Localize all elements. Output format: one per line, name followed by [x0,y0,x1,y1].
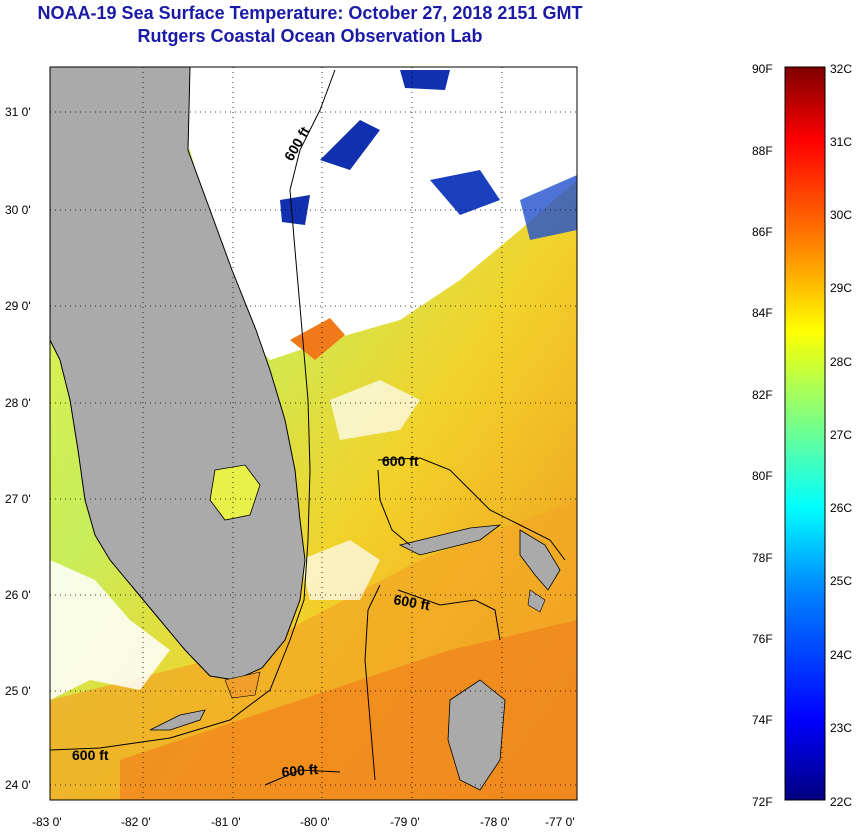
abaco-island [519,529,561,591]
grand-bahama-island [398,524,502,556]
contour-label: 600 ft [392,591,431,613]
celsius-label: 28C [830,355,852,369]
map-frame [49,66,578,801]
fahrenheit-label: 88F [752,144,773,158]
lat-tick-label: 26 0' [5,588,31,602]
lat-tick-label: 28 0' [5,396,31,410]
lon-tick-label: -79 0' [390,815,420,829]
depth-contours [50,69,566,786]
cloud-patch [330,380,420,440]
celsius-label: 25C [830,574,852,588]
graticule [50,67,577,800]
celsius-label: 27C [830,428,852,442]
colorbar-gradient [784,66,826,801]
cloud-patch [300,540,380,600]
fahrenheit-label: 78F [752,551,773,565]
celsius-label: 29C [830,281,852,295]
fahrenheit-label: 74F [752,713,773,727]
cold-patch [400,70,450,90]
florida-keys [149,709,206,731]
map-title: NOAA-19 Sea Surface Temperature: October… [37,3,583,23]
fahrenheit-label: 72F [752,795,773,809]
cloud-cover-north [50,67,577,360]
fahrenheit-label: 82F [752,388,773,402]
fahrenheit-label: 84F [752,306,773,320]
lon-tick-label: -78 0' [480,815,510,829]
fahrenheit-label: 86F [752,225,773,239]
latitude-axis: 31 0' 30 0' 29 0' 28 0' 27 0' 26 0' 25 0… [5,105,31,792]
celsius-label: 24C [830,648,852,662]
contour-600ft-bahamas-west [377,469,411,546]
celsius-label: 23C [830,721,852,735]
cold-patch [320,120,380,170]
longitude-axis: -83 0' -82 0' -81 0' -80 0' -79 0' -78 0… [32,815,575,829]
map-area [50,67,577,800]
contour-600ft-providence [397,589,501,641]
lon-tick-label: -77 0' [545,815,575,829]
temperature-colorbar: 90F 88F 86F 84F 82F 80F 78F 76F 74F 72F … [752,62,852,809]
lat-tick-label: 30 0' [5,203,31,217]
lat-tick-label: 25 0' [5,684,31,698]
andros-island [447,679,506,791]
contour-600ft-florida [50,69,336,751]
cold-patch [520,175,577,240]
lake-okeechobee [209,464,261,521]
lat-tick-label: 24 0' [5,778,31,792]
contour-600ft-cay-sal [364,584,381,781]
contour-label: 600 ft [72,747,109,763]
lon-tick-label: -81 0' [211,815,241,829]
celsius-scale: 32C 31C 30C 29C 28C 27C 26C 25C 24C 23C … [830,62,852,809]
contour-label: 600 ft [382,453,419,469]
lat-tick-label: 29 0' [5,299,31,313]
fahrenheit-label: 80F [752,469,773,483]
keys-shallow-water [224,671,261,699]
lon-tick-label: -80 0' [300,815,330,829]
fahrenheit-scale: 90F 88F 86F 84F 82F 80F 78F 76F 74F 72F [752,62,773,809]
celsius-label: 32C [830,62,852,76]
celsius-label: 22C [830,795,852,809]
florida-landmass [50,67,306,681]
lon-tick-label: -82 0' [121,815,151,829]
fahrenheit-label: 90F [752,62,773,76]
map-subtitle: Rutgers Coastal Ocean Observation Lab [137,26,483,46]
contour-600ft-bahamas-north [377,457,566,561]
small-island [527,589,546,613]
celsius-label: 26C [830,501,852,515]
cold-patch [430,170,500,215]
contour-label: 600 ft [281,761,319,780]
fahrenheit-label: 76F [752,632,773,646]
lat-tick-label: 31 0' [5,105,31,119]
celsius-label: 31C [830,135,852,149]
lon-tick-label: -83 0' [32,815,62,829]
celsius-label: 30C [830,208,852,222]
contour-600ft-south [264,769,341,786]
lat-tick-label: 27 0' [5,492,31,506]
